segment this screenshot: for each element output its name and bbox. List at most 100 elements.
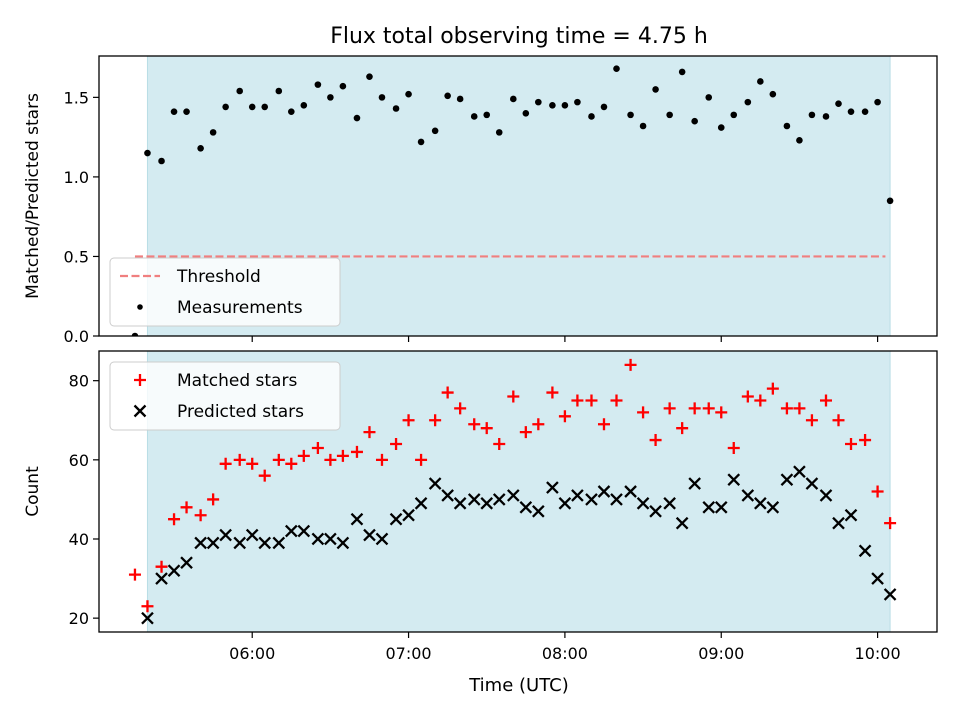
predicted-star-point [714, 501, 728, 514]
matched-star-point [727, 441, 740, 454]
axes-frame [98, 350, 938, 633]
predicted-star-point [258, 536, 272, 550]
measurement-point [522, 109, 530, 117]
matched-star-point [272, 453, 285, 466]
matched-star-point [493, 438, 506, 451]
matched-star-point [793, 402, 806, 415]
measurement-point [822, 113, 830, 120]
matched-star-point [350, 445, 363, 458]
predicted-star-point [311, 532, 325, 546]
matched-star-point [311, 441, 324, 454]
matched-star-point [480, 422, 493, 435]
matched-star-point [336, 449, 349, 462]
measurement-point [248, 103, 256, 111]
y-tick-label: 80 [69, 372, 89, 391]
y-tick-label: 0.5 [64, 247, 89, 266]
y-tick-label: 40 [69, 530, 89, 549]
predicted-star-point [780, 473, 794, 486]
measurement-point [197, 144, 204, 152]
y-tick-label: 0.0 [64, 327, 89, 346]
data-marks [128, 358, 897, 625]
measurement-point [288, 108, 295, 115]
measurement-point [730, 111, 738, 119]
predicted-star-point [636, 497, 650, 510]
matched-star-point [780, 402, 793, 415]
predicted-star-point [375, 532, 389, 546]
x-tick-label: 08:00 [542, 644, 588, 663]
measurement-point [444, 92, 451, 100]
matched-star-point [128, 568, 141, 581]
matched-star-point [415, 453, 428, 466]
predicted-star-point [741, 489, 755, 502]
measurement-point [691, 117, 698, 125]
predicted-star-point [414, 497, 428, 510]
predicted-star-point [754, 497, 767, 510]
predicted-star-point [167, 564, 181, 577]
predicted-star-point [571, 489, 584, 502]
predicted-star-point [389, 512, 403, 526]
legend-label: Matched stars [177, 371, 297, 391]
predicted-star-point [766, 501, 780, 514]
predicted-star-point [194, 536, 207, 550]
predicted-star-point [610, 493, 623, 506]
measurement-point [131, 332, 139, 336]
predicted-star-point [883, 588, 897, 601]
matched-star-point [871, 485, 884, 498]
matched-star-point [507, 390, 520, 403]
measurement-point [327, 94, 334, 101]
y-axis-label: Matched/Predicted stars [23, 93, 43, 299]
measurement-point [666, 111, 673, 119]
matched-star-point [532, 418, 545, 431]
measurement-point [483, 111, 491, 119]
x-tick-label: 06:00 [229, 644, 275, 663]
measurement-point [627, 111, 634, 119]
matched-star-point [363, 426, 376, 439]
y-axis-label: Count [23, 466, 43, 517]
measurement-point [417, 138, 425, 146]
matched-star-point [571, 394, 584, 407]
predicted-star-point [819, 489, 833, 502]
predicted-star-point [402, 508, 415, 522]
matched-star-point [429, 414, 442, 427]
measurement-point [613, 65, 620, 73]
predicted-star-point [844, 508, 858, 522]
measurement-point [339, 82, 347, 90]
predicted-star-point [324, 532, 337, 546]
measurement-point [366, 73, 373, 80]
predicted-star-point [558, 497, 572, 510]
measurement-point [495, 129, 503, 136]
measurement-point [549, 102, 556, 109]
measurement-point [144, 149, 151, 157]
measurement-point [353, 114, 361, 122]
predicted-star-point [871, 572, 884, 585]
predicted-star-point [206, 536, 220, 550]
matched-star-point [233, 453, 246, 466]
matched-star-point [454, 402, 467, 415]
data-marks [131, 65, 894, 336]
measurement-point [808, 111, 816, 119]
measurement-point [431, 127, 439, 135]
measurement-point [847, 108, 855, 115]
matched-star-point [546, 386, 559, 399]
matched-star-point [832, 414, 845, 427]
ratio-panel: 0.0 0.5 1.0 1.5 Matched/Predicted stars Thres… [23, 55, 938, 346]
chart-title: Flux total observing time = 4.75 h [330, 24, 708, 49]
measurement-point [717, 124, 725, 131]
matched-star-point [845, 438, 858, 451]
matched-star-point [375, 453, 388, 466]
legend-box [109, 361, 341, 431]
matched-star-point [402, 414, 415, 427]
measurement-point [561, 102, 569, 109]
matched-star-point [246, 457, 259, 470]
predicted-star-point [832, 516, 845, 530]
measurement-point [835, 100, 842, 108]
predicted-star-point [297, 524, 311, 538]
matched-star-point [141, 600, 154, 613]
matched-star-point [558, 410, 571, 423]
predicted-star-point [492, 493, 506, 506]
matched-star-point [884, 517, 897, 530]
matched-star-point [766, 382, 779, 395]
legend-predicted-swatch [133, 404, 147, 418]
x-tick-label: 07:00 [386, 644, 432, 663]
